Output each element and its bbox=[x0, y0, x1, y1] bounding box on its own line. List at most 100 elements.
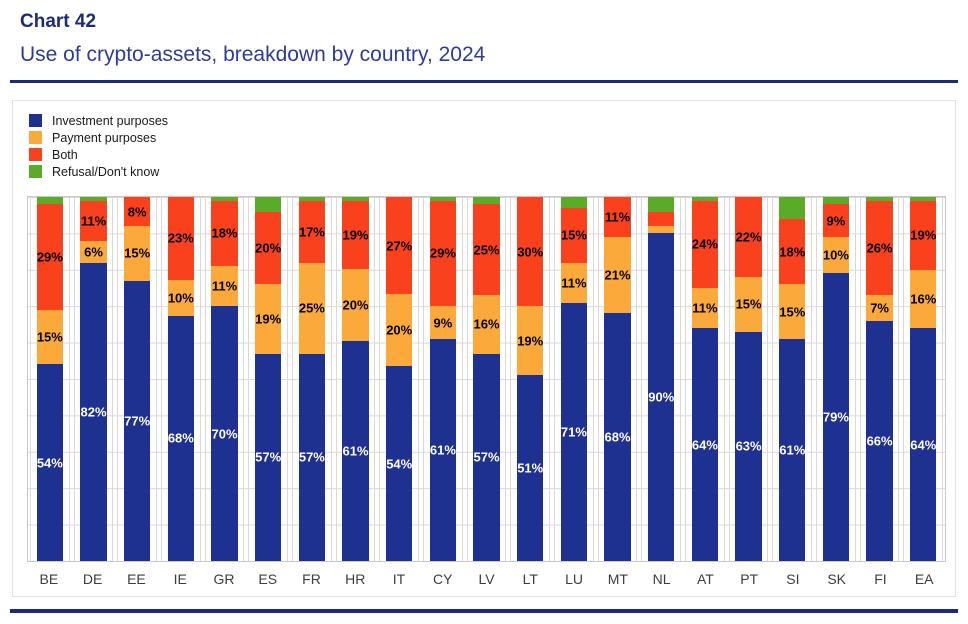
stacked-bar-NL: 90% bbox=[648, 197, 675, 561]
segment-value-label: 20% bbox=[386, 322, 413, 338]
legend-label: Payment purposes bbox=[52, 130, 157, 145]
segment-value-label: 66% bbox=[866, 433, 893, 449]
segment-investment-LV: 57% bbox=[473, 353, 500, 561]
segment-value-label: 26% bbox=[866, 240, 893, 256]
x-axis: BE DE EE IE GR ES FR HR IT CY LV LT LU MT NL AT PT SI SK FI… bbox=[27, 564, 946, 594]
segment-value-label: 22% bbox=[735, 229, 762, 245]
segment-payment-BE: 15% bbox=[36, 309, 64, 365]
segment-investment-PT: 63% bbox=[735, 331, 762, 561]
bar-column-HR: 61% 20% 19% bbox=[335, 197, 376, 561]
segment-payment-LV: 16% bbox=[473, 295, 500, 354]
segment-value-label: 77% bbox=[124, 413, 151, 429]
x-label-LU: LU bbox=[565, 571, 584, 587]
segment-refusal-GR bbox=[211, 197, 238, 201]
segment-investment-SK: 79% bbox=[822, 273, 850, 561]
bar-column-MT: 68% 21% 11% bbox=[597, 197, 638, 561]
bar-column-SI: 61% 15% 18% bbox=[772, 197, 813, 561]
segment-investment-EE: 77% bbox=[123, 280, 151, 561]
segment-value-label: 10% bbox=[167, 290, 194, 306]
segment-both-SK: 9% bbox=[822, 204, 850, 238]
segment-value-label: 21% bbox=[604, 267, 631, 283]
segment-value-label: 9% bbox=[826, 213, 846, 229]
segment-refusal-ES bbox=[255, 197, 282, 212]
segment-payment-NL bbox=[648, 226, 675, 234]
segment-payment-ES: 19% bbox=[255, 284, 282, 354]
x-label-FI: FI bbox=[874, 571, 887, 587]
bar-column-LU: 71% 11% 15% bbox=[554, 197, 594, 561]
segment-investment-MT: 68% bbox=[604, 313, 631, 561]
segment-value-label: 11% bbox=[604, 209, 631, 225]
segment-both-MT: 11% bbox=[604, 197, 631, 238]
bar-column-EA: 64% 16% 19% bbox=[903, 197, 944, 561]
segment-payment-PT: 15% bbox=[735, 277, 762, 332]
segment-investment-ES: 57% bbox=[255, 353, 282, 561]
segment-refusal-SK bbox=[822, 197, 850, 205]
segment-both-IT: 27% bbox=[386, 197, 413, 295]
stacked-bar-IE: 68% 10% 23% bbox=[167, 197, 195, 561]
stacked-bar-EE: 77% 15% 8% bbox=[123, 197, 151, 561]
segment-investment-LU: 71% bbox=[560, 302, 588, 561]
segment-value-label: 57% bbox=[298, 449, 325, 465]
x-label-PT: PT bbox=[740, 571, 759, 587]
segment-value-label: 90% bbox=[648, 389, 675, 405]
segment-investment-BE: 54% bbox=[36, 364, 64, 561]
stacked-bar-EA: 64% 16% 19% bbox=[910, 197, 937, 561]
segment-payment-FI: 7% bbox=[866, 295, 893, 321]
x-label-EA: EA bbox=[914, 571, 934, 587]
segment-both-BE: 29% bbox=[36, 204, 64, 310]
legend-item-both: Both bbox=[29, 146, 955, 163]
bar-column-CY: 61% 9% 29% bbox=[423, 197, 463, 561]
segment-value-label: 25% bbox=[473, 242, 500, 258]
x-label-IE: IE bbox=[173, 571, 187, 587]
segment-value-label: 61% bbox=[429, 442, 456, 458]
segment-payment-EA: 16% bbox=[910, 269, 937, 329]
segment-investment-AT: 64% bbox=[691, 328, 719, 561]
segment-refusal-AT bbox=[691, 197, 719, 201]
bar-column-PT: 63% 15% 22% bbox=[728, 197, 769, 561]
x-label-SI: SI bbox=[786, 571, 800, 587]
segment-payment-IT: 20% bbox=[386, 294, 413, 367]
segment-value-label: 57% bbox=[255, 449, 282, 465]
segment-value-label: 71% bbox=[560, 424, 587, 440]
x-label-AT: AT bbox=[696, 571, 714, 587]
x-label-CY: CY bbox=[433, 571, 453, 587]
segment-payment-MT: 21% bbox=[604, 237, 631, 314]
segment-payment-HR: 20% bbox=[342, 269, 369, 342]
legend-item-refusal: Refusal/Don't know bbox=[29, 163, 955, 180]
segment-payment-IE: 10% bbox=[167, 279, 195, 316]
segment-both-NL bbox=[648, 211, 675, 227]
segment-refusal-FI bbox=[866, 197, 893, 201]
legend-label: Both bbox=[52, 147, 78, 162]
segment-value-label: 19% bbox=[517, 333, 544, 349]
bar-column-FI: 66% 7% 26% bbox=[859, 197, 900, 561]
segment-both-EA: 19% bbox=[910, 200, 937, 270]
segment-value-label: 19% bbox=[910, 227, 937, 243]
header-divider bbox=[10, 80, 958, 84]
segment-value-label: 19% bbox=[255, 311, 282, 327]
segment-both-PT: 22% bbox=[735, 197, 762, 278]
segment-refusal-FR bbox=[298, 197, 326, 201]
segment-refusal-NL bbox=[648, 197, 675, 212]
legend: Investment purposes Payment purposes Bot… bbox=[13, 101, 955, 180]
segment-investment-SI: 61% bbox=[779, 338, 806, 561]
stacked-bar-DE: 82% 6% 11% bbox=[80, 197, 107, 561]
page-title: Use of crypto-assets, breakdown by count… bbox=[20, 42, 486, 66]
segment-value-label: 61% bbox=[342, 443, 369, 459]
stacked-bar-SK: 79% 10% 9% bbox=[822, 197, 850, 561]
segment-both-IE: 23% bbox=[167, 197, 195, 280]
bar-column-IE: 68% 10% 23% bbox=[161, 197, 201, 561]
stacked-bar-CY: 61% 9% 29% bbox=[429, 197, 457, 561]
segment-refusal-LV bbox=[473, 197, 500, 205]
segment-refusal-LU bbox=[560, 197, 588, 208]
stacked-bar-SI: 61% 15% 18% bbox=[779, 197, 806, 561]
stacked-bar-PT: 63% 15% 22% bbox=[735, 197, 762, 561]
segment-value-label: 15% bbox=[779, 304, 806, 320]
stacked-bar-MT: 68% 21% 11% bbox=[604, 197, 631, 561]
x-label-DE: DE bbox=[82, 571, 103, 587]
segment-payment-SI: 15% bbox=[779, 284, 806, 339]
segment-investment-LT: 51% bbox=[517, 375, 544, 561]
segment-investment-HR: 61% bbox=[342, 341, 369, 561]
segment-value-label: 18% bbox=[779, 244, 806, 260]
x-label-FR: FR bbox=[302, 571, 321, 587]
legend-label: Investment purposes bbox=[52, 113, 169, 128]
